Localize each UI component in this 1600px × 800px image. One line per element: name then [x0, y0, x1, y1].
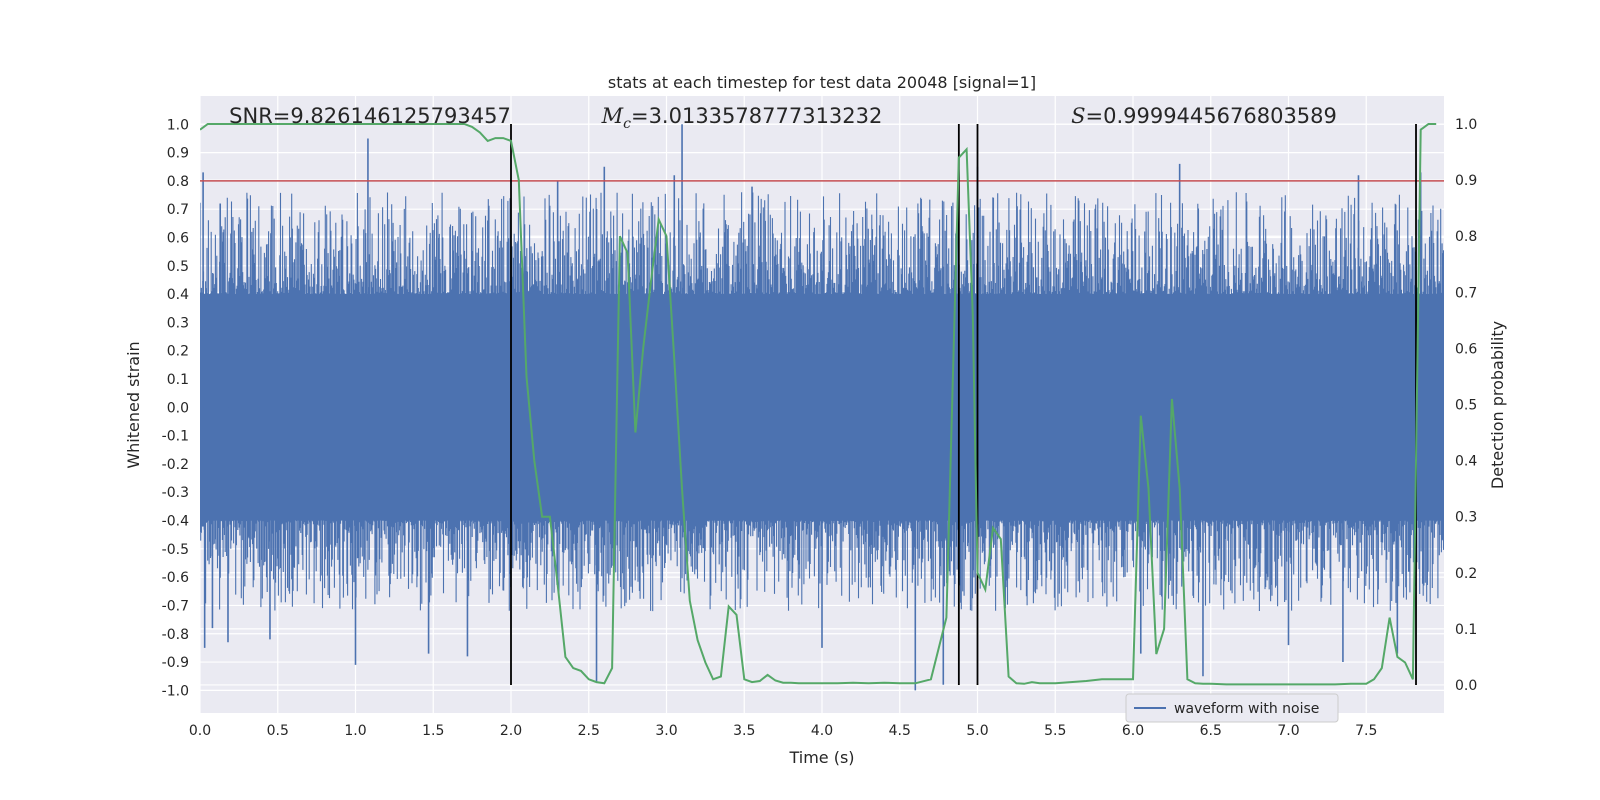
y2-axis-ticks: 1.0 0.9 0.8 0.7 0.6 0.5 0.4 0.3 0.2 0.1 0.0 [1455, 117, 1477, 694]
y-tick-label: -0.5 [162, 542, 189, 558]
y-tick-label: -0.9 [162, 655, 189, 671]
x-tick-label: 3.0 [655, 723, 677, 739]
y-tick-label: 0.2 [167, 344, 189, 360]
y2-tick-label: 0.3 [1455, 510, 1477, 526]
x-tick-label: 6.0 [1122, 723, 1144, 739]
y-tick-label: -0.4 [162, 514, 189, 530]
y-tick-label: 0.0 [167, 400, 189, 416]
y-tick-label: -0.6 [162, 570, 189, 586]
y-tick-label: 0.7 [167, 202, 189, 218]
y-tick-label: -0.7 [162, 598, 189, 614]
chirp-mass-subscript: c [623, 116, 631, 132]
y2-tick-label: 0.0 [1455, 678, 1477, 694]
y-tick-label: -0.2 [162, 457, 189, 473]
y2-tick-label: 0.7 [1455, 285, 1477, 301]
y2-tick-label: 0.1 [1455, 622, 1477, 638]
y-tick-label: 0.9 [167, 146, 189, 162]
y-tick-label: 1.0 [167, 117, 189, 133]
y-tick-label: 0.1 [167, 372, 189, 388]
y2-tick-label: 0.4 [1455, 454, 1477, 470]
x-tick-label: 4.0 [811, 723, 833, 739]
y-tick-label: 0.6 [167, 231, 189, 247]
y-tick-label: 0.8 [167, 174, 189, 190]
chart-title: stats at each timestep for test data 200… [608, 73, 1036, 92]
y-axis-label: Whitened strain [124, 341, 143, 468]
y-axis-ticks: 1.0 0.9 0.8 0.7 0.6 0.5 0.4 0.3 0.2 0.1 0.0 -0.1 -0.… [162, 117, 189, 699]
x-tick-label: 7.0 [1277, 723, 1299, 739]
chirp-mass-value: =3.0133578777313232 [631, 104, 882, 128]
legend-box [1125, 693, 1339, 723]
legend: waveform with noise [1125, 693, 1339, 723]
x-tick-label: 6.5 [1200, 723, 1222, 739]
y-tick-label: -0.1 [162, 429, 189, 445]
legend-label: waveform with noise [1174, 701, 1319, 717]
y2-tick-label: 0.5 [1455, 398, 1477, 414]
x-tick-label: 1.5 [422, 723, 444, 739]
score-annotation: S=0.9999445676803589 [1071, 104, 1337, 128]
y2-tick-label: 1.0 [1455, 117, 1477, 133]
x-tick-label: 4.5 [889, 723, 911, 739]
x-tick-label: 5.5 [1044, 723, 1066, 739]
x-axis-label: Time (s) [788, 748, 854, 767]
x-tick-label: 2.5 [578, 723, 600, 739]
x-tick-label: 5.0 [966, 723, 988, 739]
y2-tick-label: 0.9 [1455, 173, 1477, 189]
x-tick-label: 0.0 [189, 723, 211, 739]
y2-tick-label: 0.6 [1455, 341, 1477, 357]
y2-tick-label: 0.2 [1455, 566, 1477, 582]
y-tick-label: 0.4 [167, 287, 189, 303]
y-tick-label: -1.0 [162, 683, 189, 699]
x-tick-label: 7.5 [1355, 723, 1377, 739]
snr-annotation: SNR=9.826146125793457 [229, 104, 511, 128]
probability-line [200, 123, 1437, 686]
y-tick-label: 0.3 [167, 315, 189, 331]
x-tick-label: 0.5 [267, 723, 289, 739]
y2-axis-label: Detection probability [1488, 321, 1507, 489]
score-symbol: S [1071, 104, 1085, 128]
x-tick-label: 1.0 [344, 723, 366, 739]
waveform-series [200, 124, 1444, 691]
y-tick-label: -0.3 [162, 485, 189, 501]
y2-tick-label: 0.8 [1455, 229, 1477, 245]
chirp-mass-annotation: Mc=3.0133578777313232 [601, 104, 883, 132]
chirp-mass-symbol: M [601, 104, 624, 128]
score-value: =0.9999445676803589 [1085, 104, 1336, 128]
y-tick-label: 0.5 [167, 259, 189, 275]
y-tick-label: -0.8 [162, 627, 189, 643]
x-tick-label: 3.5 [733, 723, 755, 739]
x-tick-label: 2.0 [500, 723, 522, 739]
x-axis-ticks: 0.0 0.5 1.0 1.5 2.0 2.5 3.0 3.5 4.0 4.5 5.0 5.5 6.0 6… [189, 723, 1378, 739]
